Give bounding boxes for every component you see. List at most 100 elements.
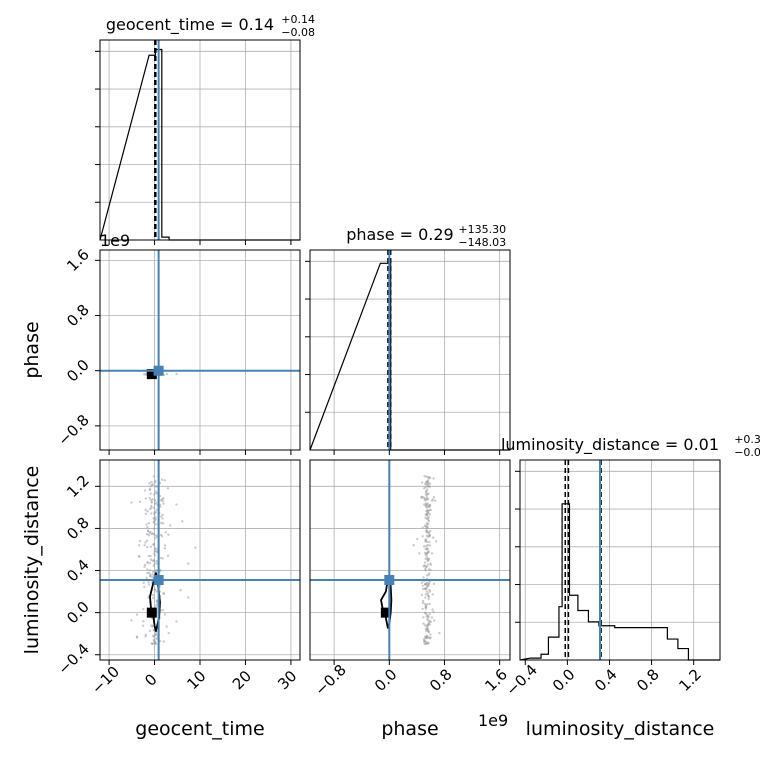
sample-point: [143, 565, 146, 569]
sample-point: [147, 534, 151, 537]
sample-point: [427, 550, 431, 554]
sample-point: [166, 487, 170, 490]
sample-point: [426, 594, 430, 597]
sample-point: [152, 527, 156, 530]
sample-point: [424, 504, 428, 507]
sample-point: [146, 510, 149, 513]
sample-point: [426, 479, 430, 482]
y-tick-label: 0.4: [63, 556, 93, 586]
sample-point: [428, 476, 432, 479]
sample-point: [148, 487, 152, 491]
sample-point: [154, 605, 157, 608]
sample-point: [423, 642, 426, 646]
sample-point: [422, 637, 426, 641]
sample-point: [152, 520, 155, 524]
sample-point: [138, 539, 142, 543]
sample-point: [162, 640, 166, 643]
sample-point: [153, 493, 156, 496]
sample-point: [159, 515, 163, 518]
y-tick-label: 0.8: [63, 301, 93, 331]
sample-point: [162, 496, 165, 500]
sample-point: [153, 499, 157, 502]
sample-point: [416, 537, 419, 541]
sample-point: [155, 600, 159, 604]
sample-point: [421, 599, 425, 603]
sample-point: [432, 610, 435, 614]
title-phase: phase = 0.29: [346, 225, 453, 244]
sample-point: [144, 635, 147, 638]
sample-point: [427, 557, 431, 560]
sample-point: [150, 480, 153, 484]
sample-point: [422, 496, 426, 499]
sample-point: [149, 498, 153, 502]
sample-point: [422, 616, 425, 619]
y-axis-label-phase: phase: [21, 321, 43, 378]
sample-point: [161, 557, 164, 560]
sample-point: [143, 489, 147, 492]
sample-point: [143, 585, 146, 589]
sample-point: [153, 511, 157, 514]
sample-point: [423, 561, 427, 564]
sample-point: [147, 581, 150, 584]
panel-phase-vs-geocent_time: [95, 249, 301, 455]
sample-point: [166, 554, 170, 557]
sample-point: [160, 478, 164, 481]
histogram-luminosity_distance: [519, 503, 720, 661]
sample-point: [427, 519, 431, 523]
sample-point: [425, 626, 428, 630]
sample-point: [150, 506, 153, 509]
sample-point: [147, 529, 150, 532]
sample-point: [148, 583, 151, 586]
sample-point: [155, 603, 158, 606]
sample-point: [427, 492, 430, 495]
sample-point: [152, 629, 155, 632]
sample-point: [428, 590, 432, 593]
median-marker: [146, 369, 157, 380]
sample-point: [434, 540, 438, 543]
title-sup-phase: +135.30: [458, 223, 506, 236]
sample-point: [151, 483, 154, 486]
sample-point: [420, 496, 423, 499]
y-tick-label: 1.6: [63, 245, 93, 275]
sample-point: [153, 552, 156, 555]
x-tick-label: −0.4: [502, 661, 540, 699]
sample-point: [179, 589, 182, 592]
sample-point: [428, 482, 432, 485]
sample-point: [427, 615, 430, 619]
sample-point: [424, 607, 428, 610]
sample-point: [194, 546, 197, 549]
sample-point: [424, 513, 427, 516]
sample-point: [145, 576, 148, 580]
sample-point: [427, 540, 431, 544]
sample-point: [428, 544, 432, 547]
panels: [95, 39, 721, 665]
sample-point: [154, 633, 157, 637]
sample-point: [161, 517, 164, 520]
sample-point: [151, 593, 155, 597]
panel-luminosity_distance-vs-geocent_time: [95, 459, 301, 665]
sample-point: [428, 602, 431, 606]
sample-point: [147, 596, 150, 599]
sample-point: [431, 593, 434, 596]
x-tick-label: 10: [183, 667, 209, 693]
sample-point: [426, 543, 429, 547]
sample-point: [152, 596, 155, 600]
sample-point: [155, 508, 158, 511]
sample-point: [423, 624, 427, 627]
sample-point: [142, 620, 145, 623]
sample-point: [424, 596, 427, 599]
sample-point: [149, 568, 152, 572]
sample-point: [423, 498, 426, 501]
sample-point: [146, 526, 149, 529]
sample-point: [425, 496, 429, 499]
sample-point: [165, 372, 169, 376]
sample-point: [144, 497, 148, 500]
title-sub-luminosity_distance: −0.03: [734, 446, 760, 459]
sample-point: [429, 568, 432, 572]
sample-point: [163, 613, 167, 616]
sample-point: [147, 571, 151, 575]
sample-point: [152, 475, 156, 478]
x-axis-label-geocent_time: geocent_time: [135, 718, 264, 740]
sample-point: [154, 523, 157, 526]
sample-point: [143, 544, 146, 547]
